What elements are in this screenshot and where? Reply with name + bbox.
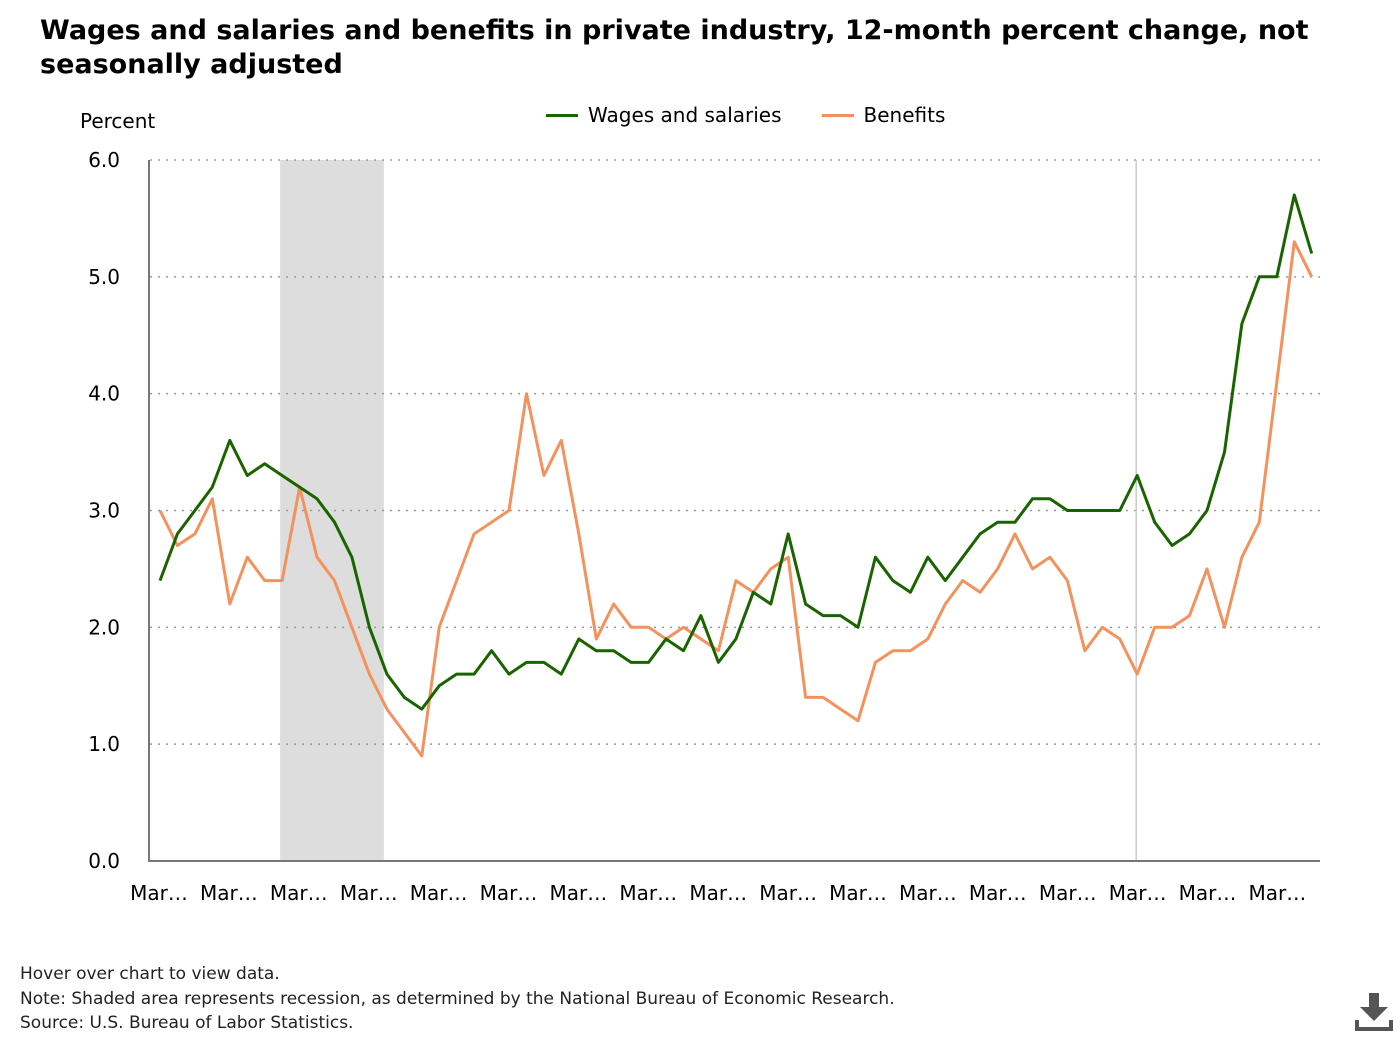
x-tick-label: Mar… <box>410 881 468 905</box>
legend-item-benefits[interactable]: Benefits <box>821 103 946 127</box>
x-tick-label: Mar… <box>1179 881 1237 905</box>
download-icon[interactable] <box>1352 990 1396 1034</box>
y-tick-label: 3.0 <box>88 499 120 523</box>
chart-title: Wages and salaries and benefits in priva… <box>40 15 1309 80</box>
download-icon-glyph <box>1355 993 1393 1031</box>
x-tick-label: Mar… <box>340 881 398 905</box>
x-tick-label: Mar… <box>200 881 258 905</box>
source-note: Source: U.S. Bureau of Labor Statistics. <box>20 1013 354 1033</box>
x-tick-label: Mar… <box>1039 881 1097 905</box>
legend-item-wages[interactable]: Wages and salaries <box>546 103 782 127</box>
x-tick-label: Mar… <box>689 881 747 905</box>
recession-note: Note: Shaded area represents recession, … <box>20 988 895 1009</box>
chart-notes: Hover over chart to view data. Note: Sha… <box>20 962 895 1036</box>
x-tick-label: Mar… <box>899 881 957 905</box>
legend-swatch-wages <box>546 113 578 117</box>
x-tick-label: Mar… <box>270 881 328 905</box>
y-tick-label: 1.0 <box>88 732 120 756</box>
y-tick-label: 6.0 <box>88 148 120 172</box>
x-tick-label: Mar… <box>130 881 188 905</box>
y-tick-label: 2.0 <box>88 615 120 639</box>
y-axis-label: Percent <box>80 109 156 133</box>
x-tick-label: Mar… <box>619 881 677 905</box>
x-tick-label: Mar… <box>759 881 817 905</box>
x-tick-label: Mar… <box>1109 881 1167 905</box>
x-tick-label: Mar… <box>829 881 887 905</box>
line-chart[interactable]: 0.0 1.0 2.0 3.0 4.0 5.0 6.0 Mar… Mar… Mar… Mar… Mar… <box>0 0 1400 930</box>
x-tick-label: Mar… <box>550 881 608 905</box>
x-tick-label: Mar… <box>969 881 1027 905</box>
y-tick-label: 0.0 <box>88 849 120 873</box>
series-line-benefits <box>158 240 1314 758</box>
legend-label-benefits: Benefits <box>863 103 946 127</box>
legend-swatch-benefits <box>821 113 854 117</box>
x-tick-label: Mar… <box>480 881 538 905</box>
hover-hint: Hover over chart to view data. <box>20 964 280 984</box>
series-line-wages-and-salaries <box>158 193 1314 711</box>
legend: Wages and salaries Benefits <box>546 100 985 130</box>
x-tick-label: Mar… <box>1249 881 1307 905</box>
legend-label-wages: Wages and salaries <box>588 103 782 127</box>
y-tick-label: 5.0 <box>88 265 120 289</box>
y-tick-label: 4.0 <box>88 382 120 406</box>
